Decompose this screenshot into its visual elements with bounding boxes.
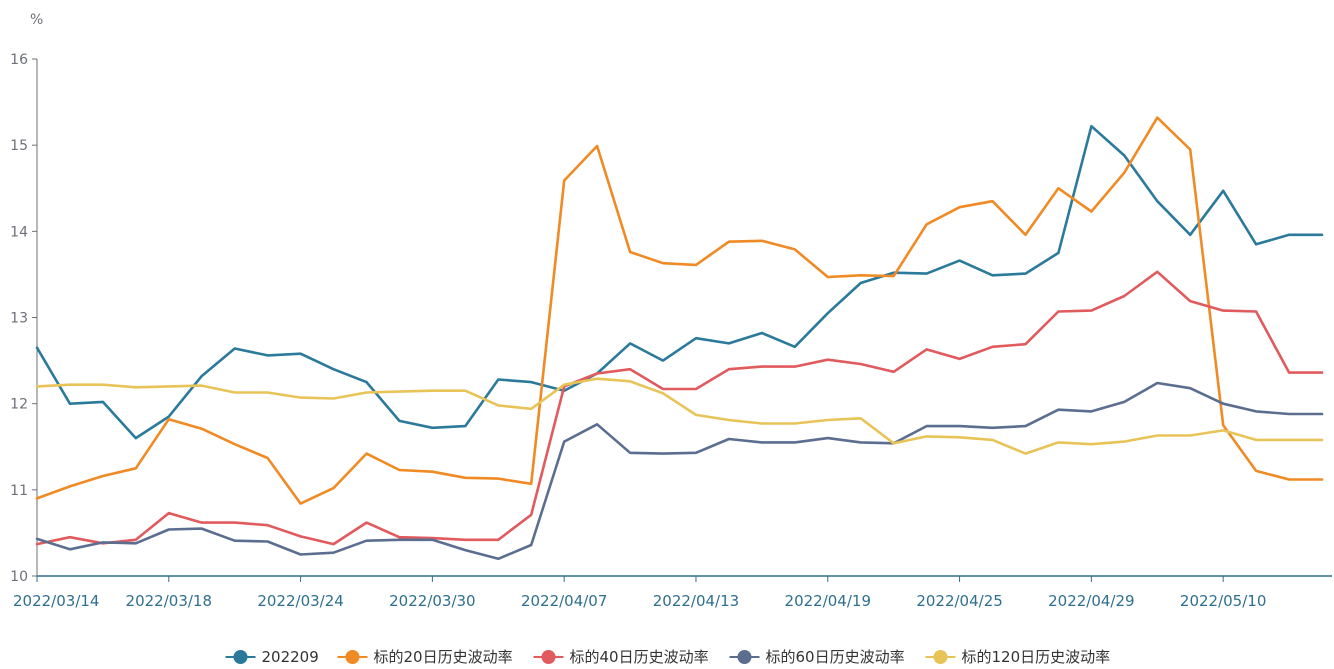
legend-marker-dot <box>737 650 752 664</box>
y-tick-label: 13 <box>10 311 28 327</box>
x-tick-label: 2022/04/13 <box>653 592 739 610</box>
y-axis-unit: % <box>30 12 43 28</box>
legend-marker-dot <box>233 650 248 664</box>
y-tick-label: 14 <box>10 224 28 240</box>
series-layer <box>35 116 1324 561</box>
legend-label: 标的60日历史波动率 <box>766 648 905 666</box>
series-line-2 <box>35 270 1324 546</box>
legend-item-3[interactable]: 标的60日历史波动率 <box>729 648 905 666</box>
legend-marker-dot <box>933 650 948 664</box>
x-axis: 2022/03/14 2022/03/18 2022/03/24 2022/03/30… <box>13 575 1332 610</box>
legend-label: 202209 <box>262 648 319 666</box>
y-tick-label: 11 <box>10 483 28 499</box>
series-line-3 <box>35 381 1324 561</box>
series-line-4 <box>35 377 1324 455</box>
x-tick-label: 2022/04/29 <box>1048 592 1134 610</box>
y-tick-label: 10 <box>10 569 28 585</box>
x-tick-label: 2022/03/14 <box>13 592 99 610</box>
x-tick-label: 2022/05/10 <box>1180 592 1266 610</box>
legend-item-2[interactable]: 标的40日历史波动率 <box>533 648 709 666</box>
legend-marker-dot <box>345 650 360 664</box>
legend: 202209 标的20日历史波动率 标的40日历史波动率 标的60日历史波动率 标的12… <box>225 648 1111 666</box>
y-tick-label: 15 <box>10 138 28 154</box>
x-tick-label: 2022/03/18 <box>126 592 212 610</box>
x-tick-label: 2022/03/30 <box>389 592 475 610</box>
legend-label: 标的120日历史波动率 <box>962 648 1111 666</box>
x-tick-label: 2022/04/07 <box>521 592 607 610</box>
x-tick-label: 2022/04/25 <box>916 592 1002 610</box>
legend-label: 标的20日历史波动率 <box>374 648 513 666</box>
x-tick-label: 2022/04/19 <box>785 592 871 610</box>
series-line-0 <box>35 124 1324 440</box>
series-line-1 <box>35 116 1324 505</box>
y-tick-label: 12 <box>10 397 28 413</box>
legend-item-0[interactable]: 202209 <box>225 648 319 666</box>
legend-item-1[interactable]: 标的20日历史波动率 <box>337 648 513 666</box>
y-tick-label: 16 <box>10 52 28 68</box>
x-tick-label: 2022/03/24 <box>257 592 343 610</box>
y-axis: 10 11 12 13 14 15 16 <box>10 52 38 585</box>
legend-marker-dot <box>541 650 556 664</box>
legend-item-4[interactable]: 标的120日历史波动率 <box>925 648 1111 666</box>
legend-label: 标的40日历史波动率 <box>570 648 709 666</box>
